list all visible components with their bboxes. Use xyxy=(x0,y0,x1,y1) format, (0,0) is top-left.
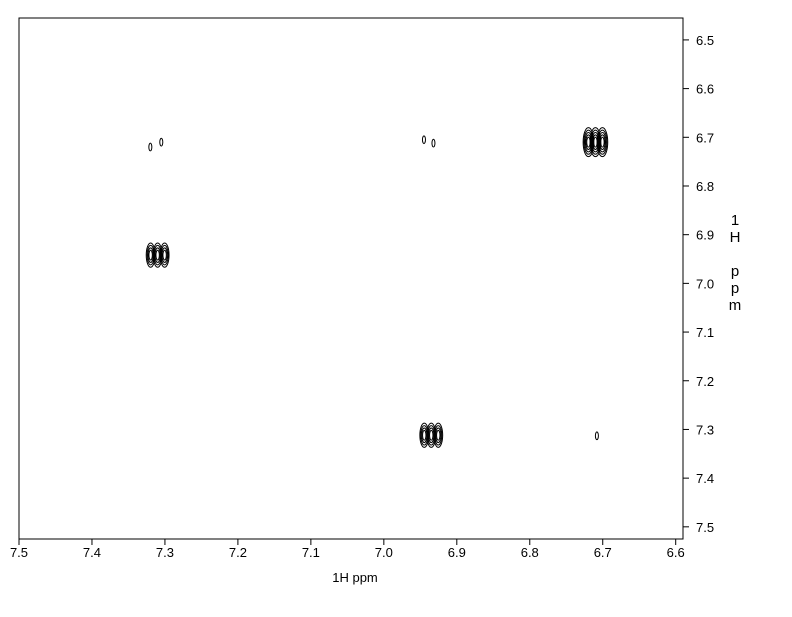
contour-ring xyxy=(422,429,427,441)
y-tick-label: 7.3 xyxy=(696,422,714,437)
contour-ring xyxy=(600,136,605,148)
contour-ring xyxy=(160,244,169,266)
contour-ring xyxy=(434,425,443,446)
x-tick-label: 7.4 xyxy=(83,545,101,560)
y-tick-label: 6.6 xyxy=(696,82,714,97)
contour-ring xyxy=(159,242,170,268)
peak xyxy=(148,142,153,152)
contour-ring xyxy=(162,249,167,261)
contour-ring xyxy=(435,427,442,444)
peak xyxy=(582,127,609,158)
contour-ring xyxy=(431,138,436,148)
contour-ring xyxy=(421,135,426,145)
contour-ring xyxy=(596,127,609,158)
contour-ring xyxy=(597,129,608,155)
contour-ring xyxy=(159,137,164,147)
x-tick-label: 6.9 xyxy=(448,545,466,560)
contour-ring xyxy=(436,429,441,441)
y-tick-label: 7.1 xyxy=(696,325,714,340)
x-axis-label: 1H ppm xyxy=(332,570,378,585)
contour-ring xyxy=(586,136,591,148)
x-tick-label: 6.7 xyxy=(594,545,612,560)
y-tick-label: 6.5 xyxy=(696,33,714,48)
contour-ring xyxy=(148,142,153,152)
peak xyxy=(594,431,599,441)
contour-ring xyxy=(429,429,434,441)
contour-ring xyxy=(148,249,153,261)
contour-ring xyxy=(161,247,168,263)
y-tick-label: 6.7 xyxy=(696,130,714,145)
x-tick-label: 7.1 xyxy=(302,545,320,560)
x-tick-label: 7.5 xyxy=(10,545,28,560)
y-axis-label: 1H ppm xyxy=(727,212,744,314)
contour-ring xyxy=(598,131,607,153)
contour-ring xyxy=(155,249,160,261)
peak xyxy=(419,422,444,448)
y-tick-label: 7.2 xyxy=(696,374,714,389)
peak xyxy=(159,137,164,147)
y-tick-label: 6.8 xyxy=(696,179,714,194)
contour-ring xyxy=(599,134,606,150)
x-tick-label: 6.8 xyxy=(521,545,539,560)
y-tick-label: 6.9 xyxy=(696,228,714,243)
y-tick-label: 7.4 xyxy=(696,471,714,486)
peak xyxy=(145,242,170,268)
contour-ring xyxy=(594,431,599,441)
contour-ring xyxy=(593,136,598,148)
peak xyxy=(431,138,436,148)
plot-frame xyxy=(18,17,684,540)
contour-ring xyxy=(433,422,444,448)
peak xyxy=(421,135,426,145)
x-tick-label: 7.3 xyxy=(156,545,174,560)
x-tick-label: 7.0 xyxy=(375,545,393,560)
x-tick-label: 7.2 xyxy=(229,545,247,560)
x-tick-label: 6.6 xyxy=(667,545,685,560)
y-tick-label: 7.5 xyxy=(696,520,714,535)
y-tick-label: 7.0 xyxy=(696,276,714,291)
